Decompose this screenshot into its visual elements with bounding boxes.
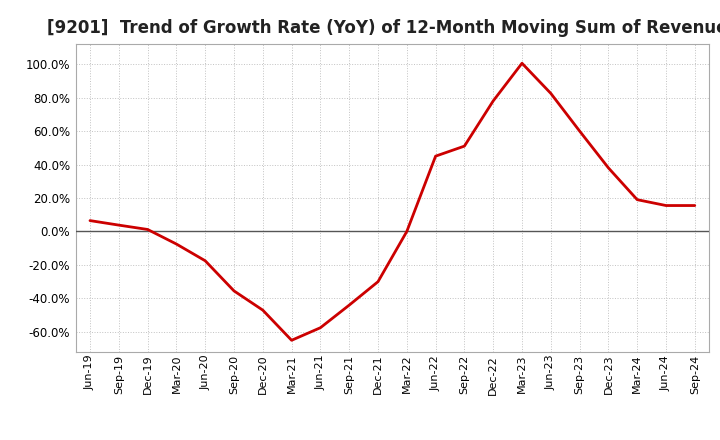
Title: [9201]  Trend of Growth Rate (YoY) of 12-Month Moving Sum of Revenues: [9201] Trend of Growth Rate (YoY) of 12-…	[48, 19, 720, 37]
